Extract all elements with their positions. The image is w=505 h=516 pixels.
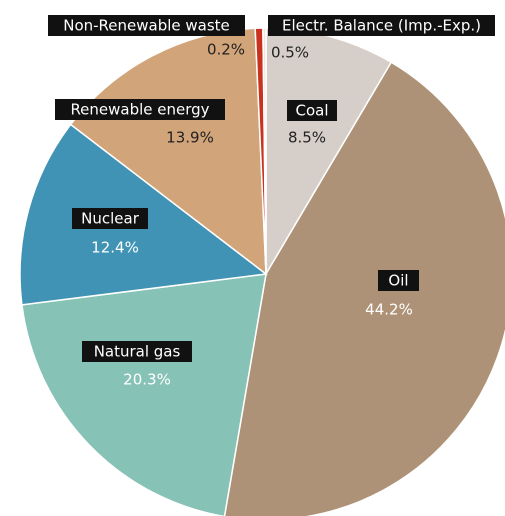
slice-label: Non-Renewable waste — [63, 17, 230, 35]
label-box — [378, 270, 419, 291]
slice-label: Natural gas — [94, 343, 181, 361]
label-box — [55, 99, 225, 120]
pie-slice — [223, 61, 505, 516]
slice-label: Oil — [388, 272, 408, 290]
label-box — [48, 15, 245, 36]
pie-slice — [262, 27, 267, 275]
slice-value: 8.5% — [288, 129, 326, 147]
slice-value: 44.2% — [365, 301, 413, 319]
slice-value: 0.5% — [271, 44, 309, 62]
label-box — [287, 100, 337, 121]
slice-label: Renewable energy — [70, 101, 209, 119]
label-box — [82, 341, 192, 362]
slice-value: 12.4% — [91, 239, 139, 257]
label-box — [268, 15, 495, 36]
slice-value: 13.9% — [166, 129, 214, 147]
slice-value: 0.2% — [207, 41, 245, 59]
slice-label: Electr. Balance (Imp.-Exp.) — [282, 17, 481, 35]
pie-slice — [21, 273, 267, 516]
slice-label: Nuclear — [81, 210, 140, 228]
label-box — [72, 208, 148, 229]
slice-label: Coal — [295, 102, 328, 120]
slice-value: 20.3% — [123, 371, 171, 389]
